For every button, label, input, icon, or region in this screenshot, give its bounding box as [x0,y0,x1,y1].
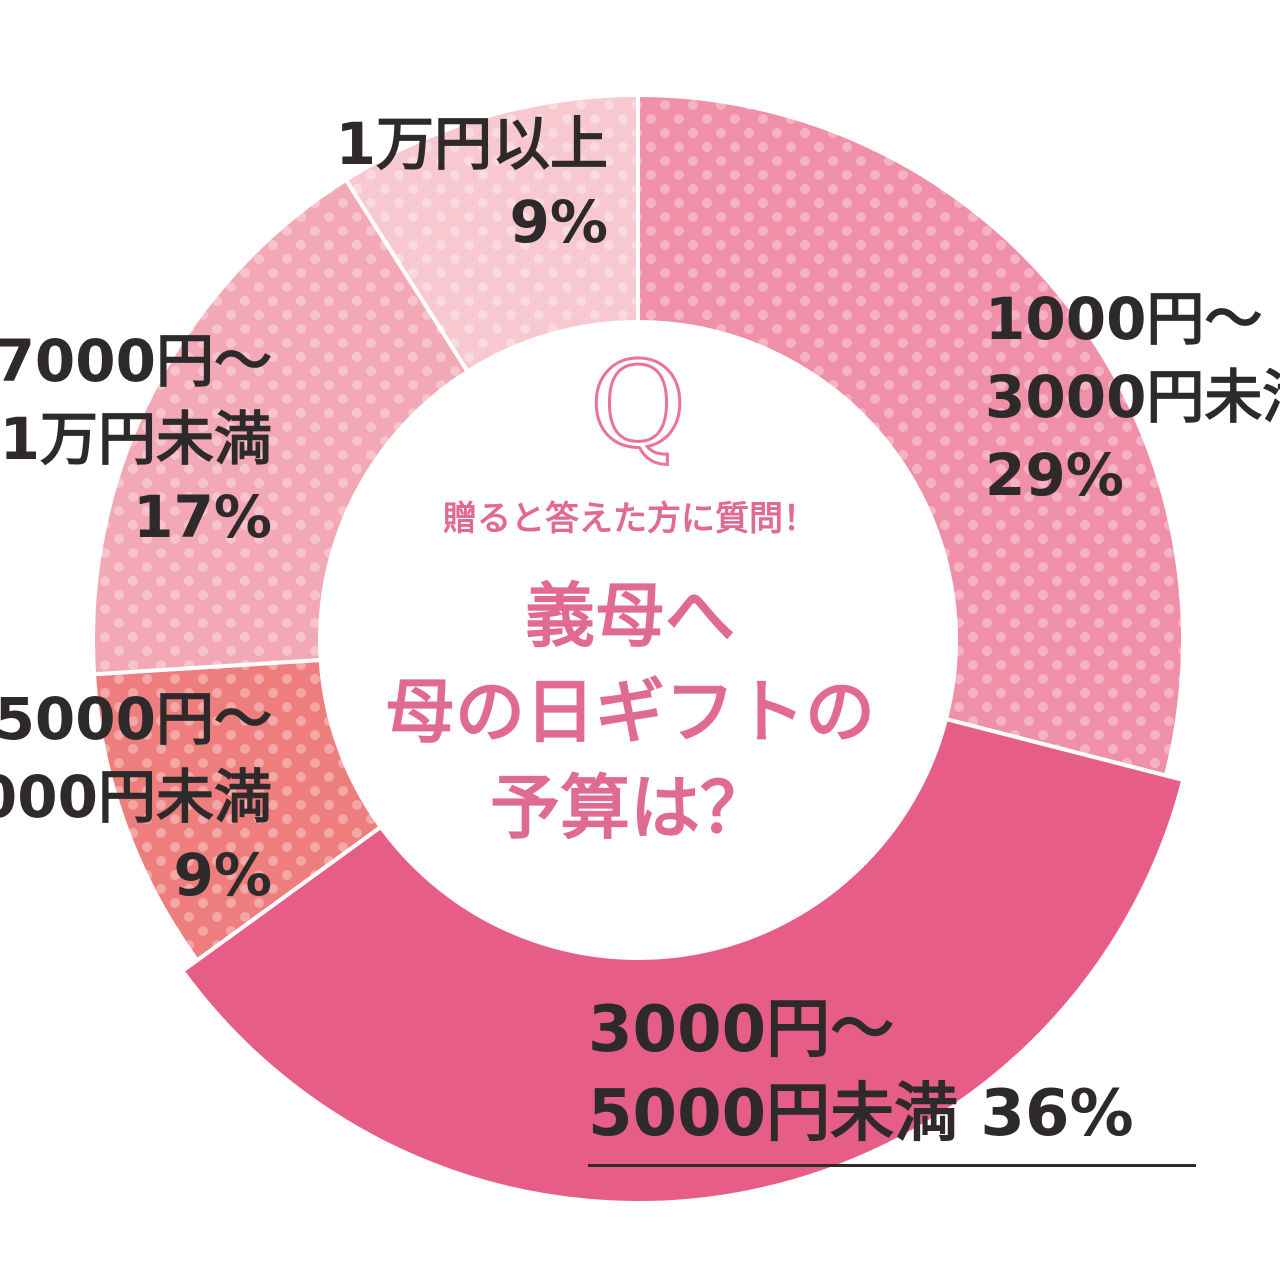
center-title-line: 予算は？ [490,767,770,849]
pie-slice-dot-pattern [345,95,638,372]
slice-value: 29% [985,441,1124,509]
slice-label-10000-plus: 1万円以上 9% [336,105,608,261]
slice-label-line: 5000円〜 [0,685,272,753]
slice-label-line: 5000円未満 36% [588,1072,1134,1156]
pie-slice-dot-pattern [92,179,468,675]
slice-label-line: 1000円〜 [985,285,1263,353]
pie-slice-dot-pattern [638,95,1183,776]
slice-value: 36% [980,1077,1134,1151]
slice-value: 9% [173,841,272,909]
slice-label-line: 7000円〜 [0,327,272,395]
slice-value: 17% [133,483,272,551]
highlight-underline [588,1164,1196,1167]
pie-slice [179,716,1186,1205]
slice-label-3000-5000: 3000円〜 5000円未満 36% [588,988,1134,1156]
pie-slice-dot-pattern [94,659,381,961]
slice-label-line: 3000円未満 [985,363,1280,431]
slice-label-line: 1万円以上 [335,110,608,178]
center-title: 義母へ 母の日ギフトの 予算は？ [330,568,930,856]
slice-label-line: 1万円未満 [0,405,272,473]
slice-label-line: 7000円未満 [0,763,272,831]
slice-value: 9% [509,188,608,256]
slice-label-7000-10000: 7000円〜 1万円未満 17% [0,322,272,556]
center-title-line: 母の日ギフトの [385,671,875,753]
slice-label-1000-3000: 1000円〜 3000円未満 29% [985,280,1280,514]
center-title-line: 義母へ [525,575,735,657]
slice-label-line: 3000円〜 [588,993,895,1067]
question-icon: Q [588,336,688,474]
slice-label-line: 5000円未満 [588,1077,959,1151]
donut-hole [322,324,954,956]
center-subtitle: 贈ると答えた方に質問！ [443,499,817,539]
slice-label-5000-7000: 5000円〜 7000円未満 9% [0,680,272,914]
